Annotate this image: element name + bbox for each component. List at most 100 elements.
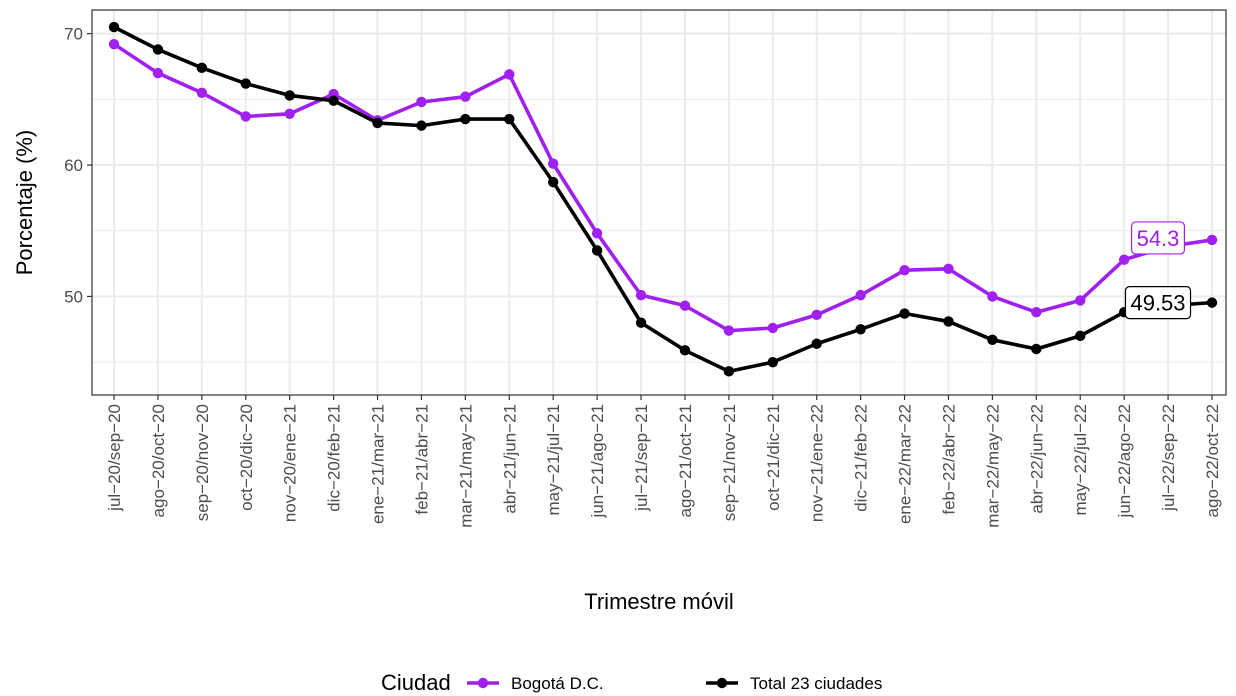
data-point	[635, 289, 647, 301]
legend: Ciudad Bogotá D.C. Total 23 ciudades	[381, 670, 882, 695]
data-point	[1118, 254, 1130, 265]
data-point	[108, 21, 120, 33]
y-axis-title: Porcentaje (%)	[12, 130, 37, 276]
data-point	[328, 95, 339, 106]
data-point	[152, 67, 164, 79]
data-point	[811, 309, 822, 321]
data-point	[548, 176, 559, 188]
x-tick-label: sep−20/nov−20	[193, 404, 212, 521]
series-line	[112, 25, 1214, 374]
x-tick-label: jul−21/sep−21	[632, 404, 651, 512]
legend-item-2: Total 23 ciudades	[706, 674, 882, 693]
data-point	[767, 356, 778, 368]
data-point	[1206, 297, 1218, 308]
x-tick-label: jul−20/sep−20	[105, 404, 124, 512]
data-point	[504, 69, 515, 80]
x-tick-label: dic−21/feb−22	[852, 404, 871, 512]
end-label-text: 49.53	[1130, 291, 1185, 316]
x-tick-label: abr−21/jun−21	[500, 404, 519, 514]
x-tick-label: jun−21/ago−21	[588, 404, 607, 518]
data-point	[723, 325, 735, 336]
x-tick-label: mar−21/may−21	[456, 404, 475, 528]
data-point	[811, 338, 822, 349]
data-point	[284, 90, 295, 101]
x-axis: jul−20/sep−20 ago−20/oct−20 sep−20/nov−20 o…	[105, 395, 1222, 528]
legend-swatch-point	[477, 677, 489, 689]
y-tick-label: 60	[64, 156, 83, 175]
x-tick-label: may−22/jul−22	[1071, 404, 1090, 516]
legend-label: Bogotá D.C.	[511, 674, 604, 693]
data-point	[416, 96, 427, 108]
x-tick-label: ene−21/mar−21	[369, 404, 388, 524]
data-point	[987, 334, 998, 346]
data-point	[196, 62, 208, 74]
y-tick-label: 70	[64, 25, 83, 44]
data-point	[240, 78, 251, 89]
end-label-1: 54.3	[1130, 221, 1186, 255]
data-point	[679, 300, 691, 311]
x-tick-label: sep−21/nov−21	[720, 404, 739, 521]
grid-major	[92, 10, 1226, 395]
data-point	[723, 366, 735, 377]
x-axis-title: Trimestre móvil	[584, 589, 734, 614]
x-tick-label: jul−22/sep−22	[1159, 404, 1178, 512]
x-tick-label: oct−21/dic−21	[764, 404, 783, 511]
data-point	[284, 108, 295, 120]
x-tick-label: abr−22/jun−22	[1027, 404, 1046, 514]
data-point	[591, 228, 603, 239]
x-tick-label: dic−20/feb−21	[325, 404, 344, 512]
data-point	[943, 263, 954, 275]
x-tick-label: mar−22/may−22	[983, 404, 1002, 528]
data-point	[108, 38, 120, 50]
data-point	[460, 113, 471, 125]
data-point	[1075, 330, 1086, 342]
data-point	[240, 111, 251, 122]
end-label-text: 54.3	[1137, 226, 1180, 251]
legend-items: Bogotá D.C. Total 23 ciudades	[467, 674, 882, 693]
data-point	[635, 317, 647, 328]
series-line	[112, 42, 1214, 333]
data-point	[679, 345, 691, 356]
legend-title: Ciudad	[381, 670, 451, 695]
end-label-box	[1124, 286, 1192, 320]
x-tick-label: ago−21/oct−21	[676, 404, 695, 517]
data-point	[152, 44, 164, 55]
legend-item-1: Bogotá D.C.	[467, 674, 604, 693]
data-point	[855, 289, 866, 301]
panel-border	[91, 9, 1227, 396]
data-point	[899, 264, 910, 276]
data-point	[1206, 234, 1218, 246]
x-tick-label: feb−22/abr−22	[939, 404, 958, 515]
x-tick-label: nov−20/ene−21	[281, 404, 300, 522]
x-tick-label: ago−20/oct−20	[149, 404, 168, 517]
x-tick-label: feb−21/abr−21	[412, 404, 431, 515]
end-labels: 54.3 49.53	[1124, 221, 1192, 320]
end-label-2: 49.53	[1124, 286, 1192, 320]
data-point	[1031, 343, 1042, 355]
x-tick-label: ago−22/oct−22	[1203, 404, 1222, 517]
x-tick-label: oct−20/dic−20	[237, 404, 256, 511]
y-tick-label: 50	[64, 287, 83, 306]
data-point	[504, 113, 515, 125]
data-point	[416, 120, 427, 131]
data-point	[767, 322, 778, 334]
data-point	[548, 158, 559, 169]
data-point	[855, 324, 866, 335]
data-point	[899, 308, 910, 319]
data-point	[943, 316, 954, 327]
series-1	[108, 38, 1218, 336]
data-point	[460, 91, 471, 102]
x-tick-label: ene−22/mar−22	[896, 404, 915, 524]
end-label-box	[1130, 221, 1186, 255]
legend-swatch-point	[716, 677, 728, 689]
data-point	[1075, 295, 1086, 306]
data-point	[987, 291, 998, 302]
x-tick-label: nov−21/ene−22	[808, 404, 827, 522]
data-point	[196, 87, 208, 98]
y-axis: 50 60 70	[64, 25, 92, 306]
legend-label: Total 23 ciudades	[750, 674, 882, 693]
x-tick-label: jun−22/ago−22	[1115, 404, 1134, 518]
x-tick-label: may−21/jul−21	[544, 404, 563, 516]
data-point	[1031, 307, 1042, 318]
